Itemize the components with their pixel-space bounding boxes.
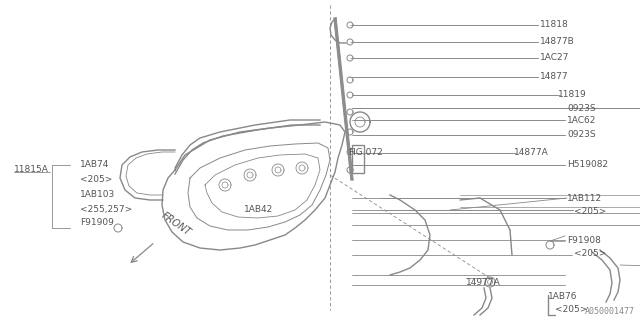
Bar bbox=[352, 145, 364, 173]
Text: <255,257>: <255,257> bbox=[80, 205, 132, 214]
Text: 14877: 14877 bbox=[540, 72, 568, 81]
Text: F91909: F91909 bbox=[80, 218, 114, 227]
Text: 1AC27: 1AC27 bbox=[540, 53, 570, 62]
Text: FRONT: FRONT bbox=[160, 211, 193, 238]
Text: 1AB42: 1AB42 bbox=[244, 205, 273, 214]
Text: 1AB103: 1AB103 bbox=[80, 190, 115, 199]
Text: <205>: <205> bbox=[555, 305, 588, 314]
Text: 14977A: 14977A bbox=[466, 278, 500, 287]
Text: 1AB74: 1AB74 bbox=[80, 160, 109, 169]
Text: 14877B: 14877B bbox=[540, 37, 575, 46]
Text: H519082: H519082 bbox=[567, 160, 608, 169]
Text: 0923S: 0923S bbox=[567, 104, 596, 113]
Text: FIG.072: FIG.072 bbox=[348, 148, 383, 157]
Text: 1AB76: 1AB76 bbox=[548, 292, 577, 301]
Text: 0923S: 0923S bbox=[567, 130, 596, 139]
Text: 1AB112: 1AB112 bbox=[567, 194, 602, 203]
Text: <205>: <205> bbox=[574, 207, 606, 216]
Text: 11819: 11819 bbox=[558, 90, 587, 99]
Text: 11815A: 11815A bbox=[14, 165, 49, 174]
Text: F91908: F91908 bbox=[567, 236, 601, 245]
Text: A050001477: A050001477 bbox=[585, 307, 635, 316]
Text: <205>: <205> bbox=[80, 175, 113, 184]
Text: 1AC62: 1AC62 bbox=[567, 116, 596, 125]
Text: 11818: 11818 bbox=[540, 20, 569, 29]
Text: <205>: <205> bbox=[574, 249, 606, 258]
Text: 14877A: 14877A bbox=[514, 148, 548, 157]
